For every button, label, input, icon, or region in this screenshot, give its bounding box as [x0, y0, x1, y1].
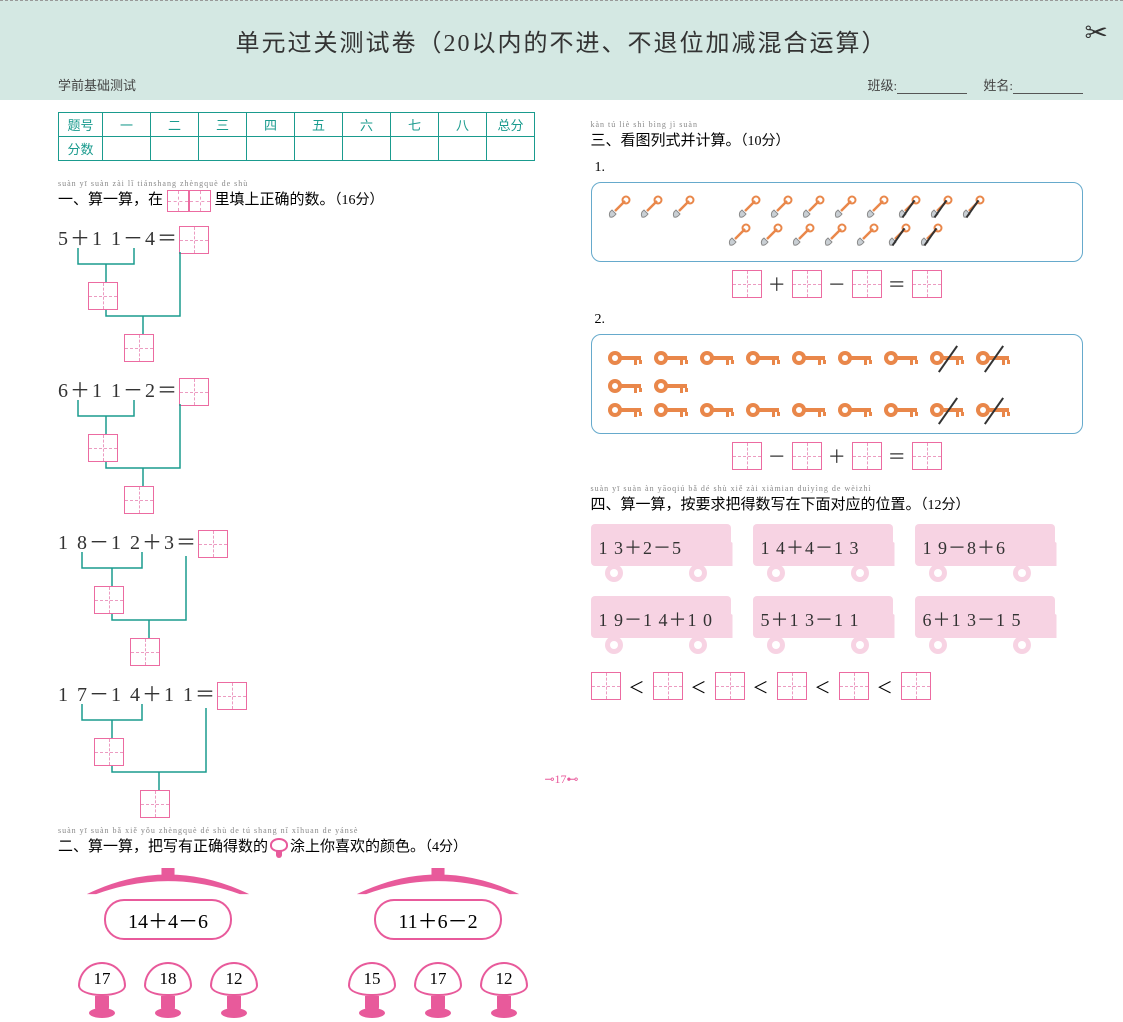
key-icon	[882, 399, 922, 421]
shovel-icon	[918, 223, 944, 249]
q2-item: 14＋4－6 17 18 12	[58, 868, 278, 1022]
truck-item: 5＋1 3－1 1	[753, 596, 893, 654]
subtitle: 学前基础测试	[58, 75, 136, 94]
shovel-icon	[896, 195, 922, 221]
key-icon	[652, 347, 692, 369]
class-input[interactable]	[897, 80, 967, 94]
key-icon	[744, 347, 784, 369]
shovel-icon	[800, 195, 826, 221]
right-column: kàn tú liè shì bìng jì suàn 三、看图列式并计算。（1…	[591, 112, 1084, 1022]
mushroom-option[interactable]: 12	[480, 962, 528, 1022]
mushroom-option[interactable]: 15	[348, 962, 396, 1022]
name-fields: 班级: 姓名:	[868, 75, 1084, 94]
key-icon	[606, 375, 646, 397]
truck-item: 1 9－1 4＋1 0	[591, 596, 731, 654]
left-column: 题号 一二 三四 五六 七八 总分 分数 suàn yī suàn zài lǐ…	[58, 112, 551, 1022]
q3-p2-box	[591, 334, 1084, 434]
q3-heading: kàn tú liè shì bìng jì suàn 三、看图列式并计算。（1…	[591, 120, 1084, 150]
q2-grid: 14＋4－6 17 18 12 11＋6－2 15 17 12	[58, 868, 551, 1022]
header-banner: ✂ 单元过关测试卷（20以内的不进、不退位加减混合运算） 学前基础测试 班级: …	[0, 0, 1123, 100]
scissors-icon: ✂	[1085, 16, 1108, 50]
shovel-icon	[638, 195, 664, 221]
mushroom-icon	[268, 836, 290, 858]
shovel-icon	[758, 223, 784, 249]
table-row: 分数	[59, 137, 535, 161]
key-icon	[606, 399, 646, 421]
shovel-icon	[790, 223, 816, 249]
q1-item: 1 7－1 4＋1 1＝	[58, 678, 278, 818]
q1-grid: 5＋1 1－4＝ 6＋1 1－2＝	[58, 222, 551, 818]
key-icon	[790, 399, 830, 421]
key-icon	[652, 375, 692, 397]
q4-compare-line: ＜ ＜ ＜ ＜ ＜	[591, 672, 1084, 700]
key-icon	[836, 399, 876, 421]
q4-trucks: 1 3＋2－5 1 4＋4－1 3 1 9－8＋6 1 9－1 4＋1 0 5＋…	[591, 524, 1084, 654]
q3-p2-num: 2.	[595, 312, 1084, 328]
q2-heading: suàn yī suàn bǎ xiě yǒu zhèngquè dé shù …	[58, 826, 551, 859]
shovel-icon	[670, 195, 696, 221]
key-icon	[698, 347, 738, 369]
truck-item: 1 4＋4－1 3	[753, 524, 893, 582]
mushroom-option[interactable]: 18	[144, 962, 192, 1022]
shovel-icon	[606, 195, 632, 221]
q3-p1-num: 1.	[595, 160, 1084, 176]
truck-item: 6＋1 3－1 5	[915, 596, 1055, 654]
q1-item: 5＋1 1－4＝	[58, 222, 278, 362]
shovel-icon	[822, 223, 848, 249]
mushroom-option[interactable]: 17	[414, 962, 462, 1022]
roof-icon	[73, 868, 263, 896]
shovel-icon	[928, 195, 954, 221]
name-input[interactable]	[1013, 80, 1083, 94]
score-table: 题号 一二 三四 五六 七八 总分 分数	[58, 112, 535, 161]
truck-item: 1 9－8＋6	[915, 524, 1055, 582]
shovel-icon	[864, 195, 890, 221]
shovel-icon	[886, 223, 912, 249]
q1-item: 6＋1 1－2＝	[58, 374, 278, 514]
key-icon	[836, 347, 876, 369]
mushroom-option[interactable]: 17	[78, 962, 126, 1022]
shovel-icon	[768, 195, 794, 221]
q4-heading: suàn yī suàn àn yāoqiú bǎ dé shù xiě zài…	[591, 484, 1084, 514]
key-icon	[928, 399, 968, 421]
key-icon	[882, 347, 922, 369]
q1-item: 1 8－1 2＋3＝	[58, 526, 278, 666]
q1-heading: suàn yī suàn zài lǐ tiánshang zhèngquè d…	[58, 179, 551, 212]
shovel-icon	[832, 195, 858, 221]
roof-icon	[343, 868, 533, 896]
q3-p2-eq: －＋＝	[591, 442, 1084, 470]
key-icon	[652, 399, 692, 421]
q3-p1-box	[591, 182, 1084, 262]
shovel-icon	[854, 223, 880, 249]
mushroom-option[interactable]: 12	[210, 962, 258, 1022]
truck-item: 1 3＋2－5	[591, 524, 731, 582]
shovel-icon	[726, 223, 752, 249]
key-icon	[974, 347, 1014, 369]
q2-item: 11＋6－2 15 17 12	[328, 868, 548, 1022]
page-title: 单元过关测试卷（20以内的不进、不退位加减混合运算）	[0, 1, 1123, 58]
table-row: 题号 一二 三四 五六 七八 总分	[59, 113, 535, 137]
shovel-icon	[960, 195, 986, 221]
key-icon	[606, 347, 646, 369]
key-icon	[744, 399, 784, 421]
key-icon	[974, 399, 1014, 421]
shovel-icon	[736, 195, 762, 221]
page-number: ⊸17⊷	[0, 772, 1123, 787]
q3-p1-eq: ＋－＝	[591, 270, 1084, 298]
key-icon	[928, 347, 968, 369]
key-icon	[698, 399, 738, 421]
key-icon	[790, 347, 830, 369]
